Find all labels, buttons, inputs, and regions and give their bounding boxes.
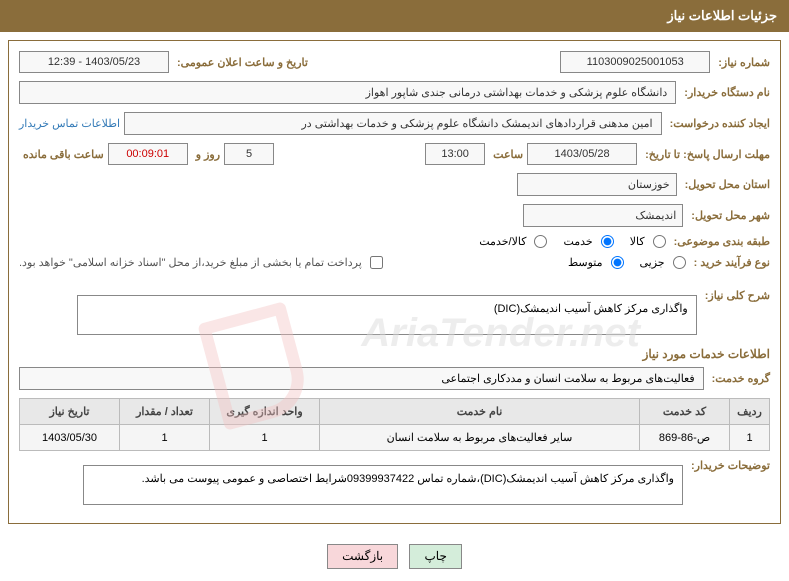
- days-value: 5: [224, 143, 274, 165]
- creator-label: ایجاد کننده درخواست:: [670, 117, 770, 130]
- payment-treasury-checkbox[interactable]: [370, 256, 383, 269]
- buyer-notes-value: واگذاری مرکز کاهش آسیب اندیمشک(DIC)،شمار…: [83, 465, 683, 505]
- partial-radio[interactable]: [673, 256, 686, 269]
- cat-goods-label: کالا: [630, 235, 645, 248]
- page-title: جزئیات اطلاعات نیاز: [667, 8, 777, 23]
- cat-service-radio[interactable]: [601, 235, 614, 248]
- buyer-value: دانشگاه علوم پزشکی و خدمات بهداشتی درمان…: [19, 81, 676, 104]
- buyer-contact-link[interactable]: اطلاعات تماس خریدار: [19, 117, 120, 130]
- row-province: استان محل تحویل: خوزستان: [19, 173, 770, 196]
- row-need-number: شماره نیاز: 1103009025001053 تاریخ و ساع…: [19, 51, 770, 73]
- city-label: شهر محل تحویل:: [691, 209, 770, 222]
- province-value: خوزستان: [517, 173, 677, 196]
- page-header: جزئیات اطلاعات نیاز: [0, 0, 789, 32]
- td-unit: 1: [210, 425, 320, 451]
- table-row: 1 ص-86-869 سایر فعالیت‌های مربوط به سلام…: [20, 425, 770, 451]
- row-category: طبقه بندی موضوعی: کالا خدمت کالا/خدمت: [19, 235, 770, 248]
- th-unit: واحد اندازه گیری: [210, 399, 320, 425]
- purchase-type-label: نوع فرآیند خرید :: [694, 256, 770, 269]
- th-qty: تعداد / مقدار: [120, 399, 210, 425]
- category-label: طبقه بندی موضوعی:: [674, 235, 770, 248]
- general-desc-label: شرح کلی نیاز:: [705, 289, 770, 302]
- remaining-time-value: 00:09:01: [108, 143, 188, 165]
- cat-goods-radio[interactable]: [653, 235, 666, 248]
- group-label: گروه خدمت:: [712, 372, 770, 385]
- remaining-label: ساعت باقی مانده: [23, 148, 104, 161]
- buyer-label: نام دستگاه خریدار:: [684, 86, 770, 99]
- row-city: شهر محل تحویل: اندیمشک: [19, 204, 770, 227]
- general-desc-value: واگذاری مرکز کاهش آسیب اندیمشک(DIC): [77, 295, 697, 335]
- days-label: روز و: [196, 148, 220, 161]
- creator-value: امین مدهنی قراردادهای اندیمشک دانشگاه عل…: [124, 112, 662, 135]
- row-buyer: نام دستگاه خریدار: دانشگاه علوم پزشکی و …: [19, 81, 770, 104]
- city-value: اندیمشک: [523, 204, 683, 227]
- hour-label: ساعت: [493, 148, 523, 161]
- need-number-value: 1103009025001053: [560, 51, 710, 73]
- print-button[interactable]: چاپ: [409, 544, 461, 569]
- table-header-row: ردیف کد خدمت نام خدمت واحد اندازه گیری ت…: [20, 399, 770, 425]
- province-label: استان محل تحویل:: [685, 178, 770, 191]
- services-table: ردیف کد خدمت نام خدمت واحد اندازه گیری ت…: [19, 398, 770, 451]
- back-button[interactable]: بازگشت: [327, 544, 398, 569]
- row-general-desc: شرح کلی نیاز: واگذاری مرکز کاهش آسیب اند…: [19, 289, 770, 335]
- deadline-time-value: 13:00: [425, 143, 485, 165]
- th-need-date: تاریخ نیاز: [20, 399, 120, 425]
- medium-radio[interactable]: [611, 256, 624, 269]
- row-buyer-notes: توضیحات خریدار: واگذاری مرکز کاهش آسیب ا…: [19, 459, 770, 505]
- public-date-value: 1403/05/23 - 12:39: [19, 51, 169, 73]
- deadline-label: مهلت ارسال پاسخ: تا تاریخ:: [645, 148, 770, 161]
- payment-note: پرداخت تمام یا بخشی از مبلغ خرید،از محل …: [19, 256, 362, 269]
- td-need-date: 1403/05/30: [20, 425, 120, 451]
- th-row: ردیف: [730, 399, 770, 425]
- services-section-title: اطلاعات خدمات مورد نیاز: [19, 347, 770, 361]
- row-purchase-type: نوع فرآیند خرید : جزیی متوسط پرداخت تمام…: [19, 256, 770, 269]
- th-code: کد خدمت: [640, 399, 730, 425]
- cat-goods-service-radio[interactable]: [534, 235, 547, 248]
- group-value: فعالیت‌های مربوط به سلامت انسان و مددکار…: [19, 367, 704, 390]
- medium-label: متوسط: [568, 256, 603, 269]
- cat-goods-service-label: کالا/خدمت: [479, 235, 526, 248]
- deadline-date-value: 1403/05/28: [527, 143, 637, 165]
- row-creator: ایجاد کننده درخواست: امین مدهنی قرارداده…: [19, 112, 770, 135]
- button-bar: چاپ بازگشت: [0, 532, 789, 581]
- public-date-label: تاریخ و ساعت اعلان عمومی:: [177, 56, 308, 69]
- td-row: 1: [730, 425, 770, 451]
- need-number-label: شماره نیاز:: [718, 56, 770, 69]
- row-deadline: مهلت ارسال پاسخ: تا تاریخ: 1403/05/28 سا…: [19, 143, 770, 165]
- partial-label: جزیی: [640, 256, 665, 269]
- td-name: سایر فعالیت‌های مربوط به سلامت انسان: [320, 425, 640, 451]
- buyer-notes-label: توضیحات خریدار:: [691, 459, 770, 472]
- cat-service-label: خدمت: [563, 235, 592, 248]
- th-name: نام خدمت: [320, 399, 640, 425]
- td-code: ص-86-869: [640, 425, 730, 451]
- td-qty: 1: [120, 425, 210, 451]
- row-service-group: گروه خدمت: فعالیت‌های مربوط به سلامت انس…: [19, 367, 770, 390]
